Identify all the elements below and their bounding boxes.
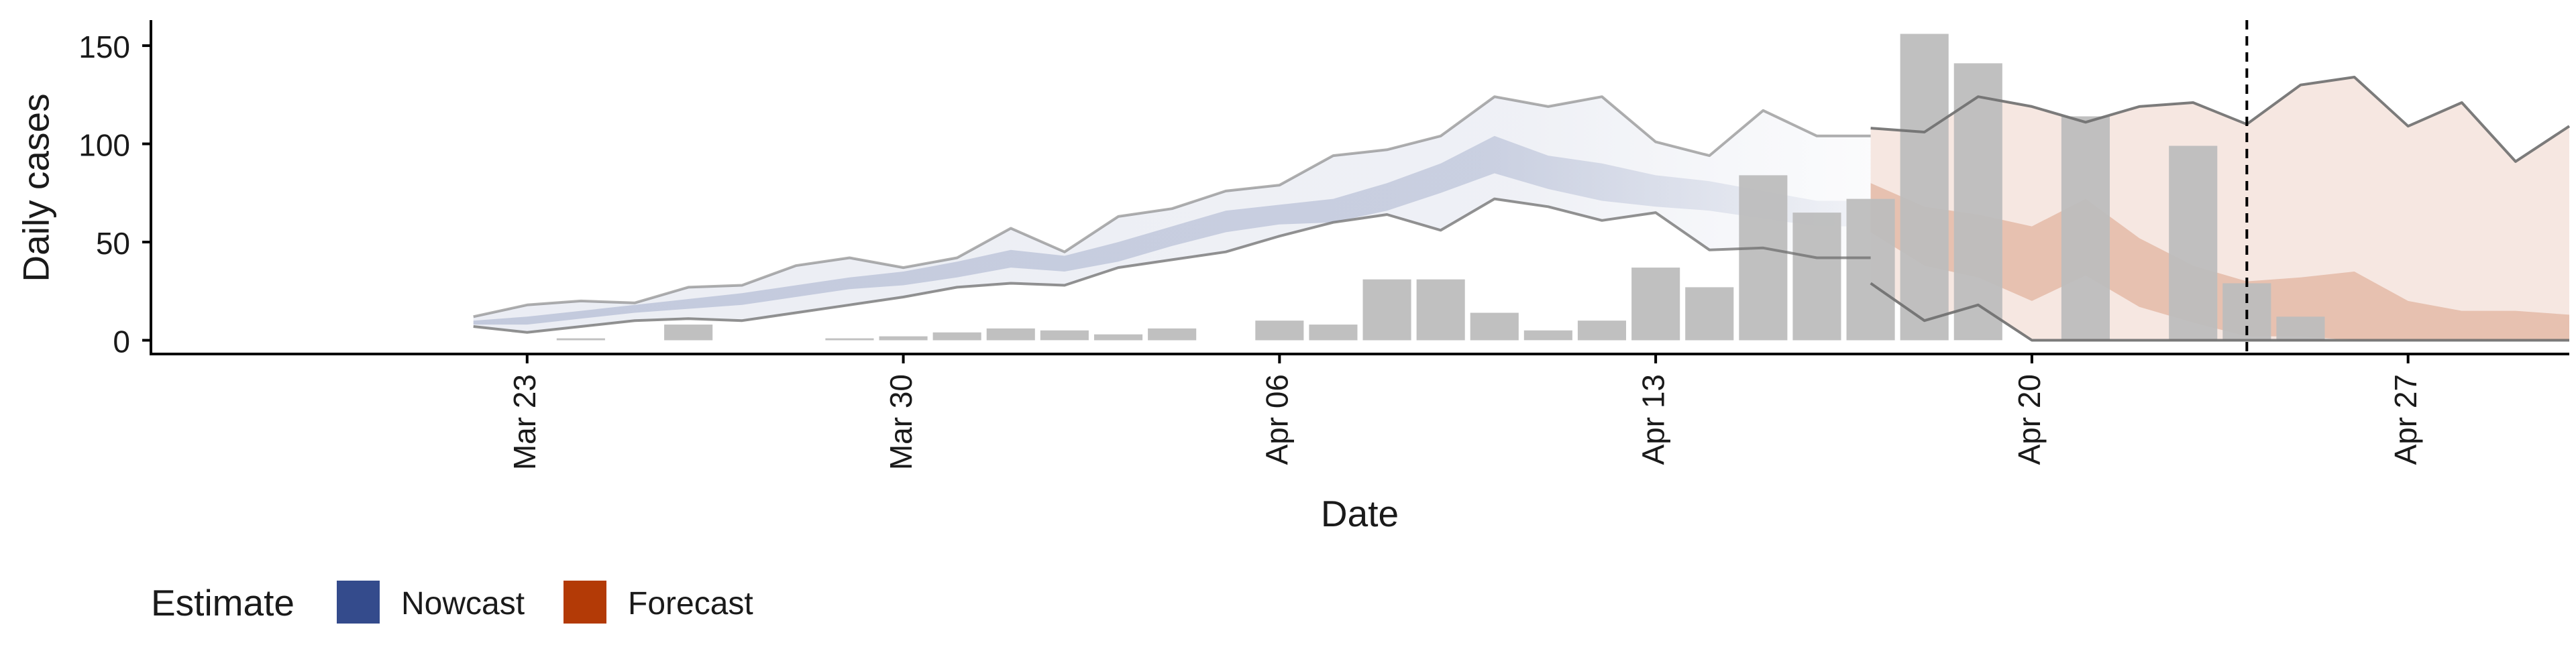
- y-axis-title: Daily cases: [15, 93, 57, 282]
- bar-2020-03-30: [879, 336, 928, 341]
- x-tick-label-2020-04-20: Apr 20: [2012, 374, 2047, 465]
- axes-layer: [150, 20, 2569, 355]
- bar-2020-04-19: [1953, 63, 2002, 341]
- legend-key-forecast: [564, 581, 606, 624]
- bar-2020-03-24: [556, 338, 605, 341]
- bar-2020-04-12: [1577, 320, 1626, 341]
- y-ticks-layer: 0 50 100 150: [78, 30, 151, 359]
- y-tick-label-100: 100: [78, 128, 130, 163]
- y-tick-label-150: 150: [78, 30, 130, 64]
- bar-2020-04-10: [1470, 312, 1519, 341]
- bar-2020-04-15: [1739, 175, 1788, 341]
- x-axis-title: Date: [1321, 493, 1399, 534]
- x-tick-label-2020-04-06: Apr 06: [1259, 374, 1294, 465]
- bar-2020-04-25: [2276, 316, 2325, 341]
- forecast-outer-band: [1870, 77, 2569, 341]
- x-ticks-layer: Mar 23 Mar 30 Apr 06 Apr 13 Apr 20 Apr 27: [507, 354, 2423, 470]
- legend-key-nowcast: [337, 581, 380, 624]
- bar-2020-03-31: [932, 332, 981, 341]
- legend-title: Estimate: [151, 582, 294, 624]
- y-tick-label-50: 50: [96, 226, 130, 261]
- y-tick-label-0: 0: [113, 324, 130, 359]
- bar-2020-04-21: [2061, 116, 2110, 341]
- bar-2020-04-11: [1523, 330, 1572, 341]
- x-tick-label-2020-03-30: Mar 30: [883, 374, 918, 470]
- bar-2020-04-14: [1685, 287, 1734, 341]
- bar-2020-04-17: [1846, 198, 1895, 341]
- x-tick-label-2020-04-13: Apr 13: [1635, 374, 1670, 465]
- bar-2020-04-04: [1148, 328, 1197, 341]
- bar-2020-04-16: [1792, 213, 1841, 341]
- legend: Estimate Nowcast Forecast: [151, 581, 753, 624]
- bar-2020-04-06: [1255, 320, 1304, 341]
- bar-2020-03-29: [825, 338, 874, 341]
- bar-2020-04-09: [1416, 279, 1465, 341]
- forecast-inner-band: [1870, 183, 2569, 341]
- legend-label-forecast: Forecast: [628, 586, 753, 622]
- bar-2020-04-23: [2169, 145, 2218, 341]
- bar-2020-04-07: [1309, 325, 1358, 341]
- bound-lines-layer: [473, 76, 2571, 342]
- x-tick-label-2020-03-23: Mar 23: [507, 374, 542, 470]
- forecast-lower-line: [1870, 282, 2569, 342]
- bar-2020-04-02: [1040, 330, 1089, 341]
- legend-label-nowcast: Nowcast: [401, 586, 525, 622]
- x-tick-label-2020-04-27: Apr 27: [2388, 374, 2423, 465]
- nowcast-inner-band: [473, 135, 1871, 325]
- bar-2020-04-08: [1362, 279, 1411, 341]
- bar-2020-03-26: [664, 325, 713, 341]
- bar-2020-04-18: [1900, 34, 1949, 341]
- forecast-upper-line: [1870, 76, 2571, 163]
- bar-2020-04-13: [1631, 268, 1680, 341]
- bar-2020-04-03: [1094, 334, 1143, 341]
- nowcast-lower-line: [473, 197, 1871, 334]
- bar-2020-04-01: [986, 328, 1035, 341]
- nowcast-upper-line: [473, 95, 1871, 318]
- bands-layer: [473, 77, 2569, 341]
- bars-layer: [556, 34, 2325, 341]
